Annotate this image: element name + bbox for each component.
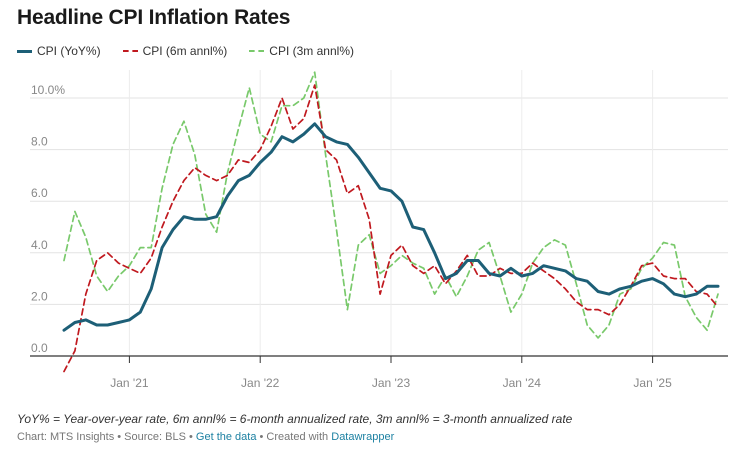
x-tick-label: Jan '22 bbox=[241, 376, 280, 390]
credit-source: Source: BLS bbox=[124, 431, 186, 443]
x-tick-label: Jan '25 bbox=[633, 376, 672, 390]
legend-label-3m: CPI (3m annl%) bbox=[269, 44, 354, 58]
datawrapper-link[interactable]: Datawrapper bbox=[331, 431, 395, 443]
y-tick-label: 2.0 bbox=[31, 289, 48, 303]
y-tick-label: 10.0% bbox=[31, 83, 65, 97]
credit-sep-1: • bbox=[114, 431, 125, 443]
series-line-yoy bbox=[62, 122, 720, 332]
y-tick-label: 6.0 bbox=[31, 186, 48, 200]
get-the-data-link[interactable]: Get the data bbox=[195, 431, 257, 443]
legend: CPI (YoY%) CPI (6m annl%) CPI (3m annl%) bbox=[17, 44, 354, 58]
x-tick-label: Jan '24 bbox=[503, 376, 542, 390]
credit-chart-by: Chart: MTS Insights bbox=[17, 431, 115, 443]
y-tick-label: 8.0 bbox=[31, 135, 48, 149]
series-line-6m-annl bbox=[63, 84, 719, 373]
credit-sep-3: • bbox=[256, 431, 267, 443]
y-tick-label: 0.0 bbox=[31, 341, 48, 355]
legend-label-yoy: CPI (YoY%) bbox=[37, 44, 101, 58]
legend-swatch-3m bbox=[249, 50, 265, 52]
legend-item-6m: CPI (6m annl%) bbox=[122, 44, 228, 58]
credit-sep-2: • bbox=[185, 431, 196, 443]
chart-title: Headline CPI Inflation Rates bbox=[17, 6, 291, 29]
x-tick-label: Jan '23 bbox=[372, 376, 411, 390]
series-line-3m-annl bbox=[63, 71, 719, 339]
legend-item-3m: CPI (3m annl%) bbox=[249, 44, 354, 58]
legend-label-6m: CPI (6m annl%) bbox=[142, 44, 228, 58]
legend-swatch-6m bbox=[122, 50, 138, 52]
y-tick-label: 4.0 bbox=[31, 238, 48, 252]
footnote: YoY% = Year-over-year rate, 6m annl% = 6… bbox=[17, 412, 573, 426]
x-tick-label: Jan '21 bbox=[110, 376, 149, 390]
legend-item-yoy: CPI (YoY%) bbox=[17, 44, 101, 58]
credits: Chart: MTS Insights • Source: BLS • Get … bbox=[17, 431, 394, 443]
credit-created-prefix: Created with bbox=[266, 431, 329, 443]
legend-swatch-yoy bbox=[17, 49, 32, 53]
